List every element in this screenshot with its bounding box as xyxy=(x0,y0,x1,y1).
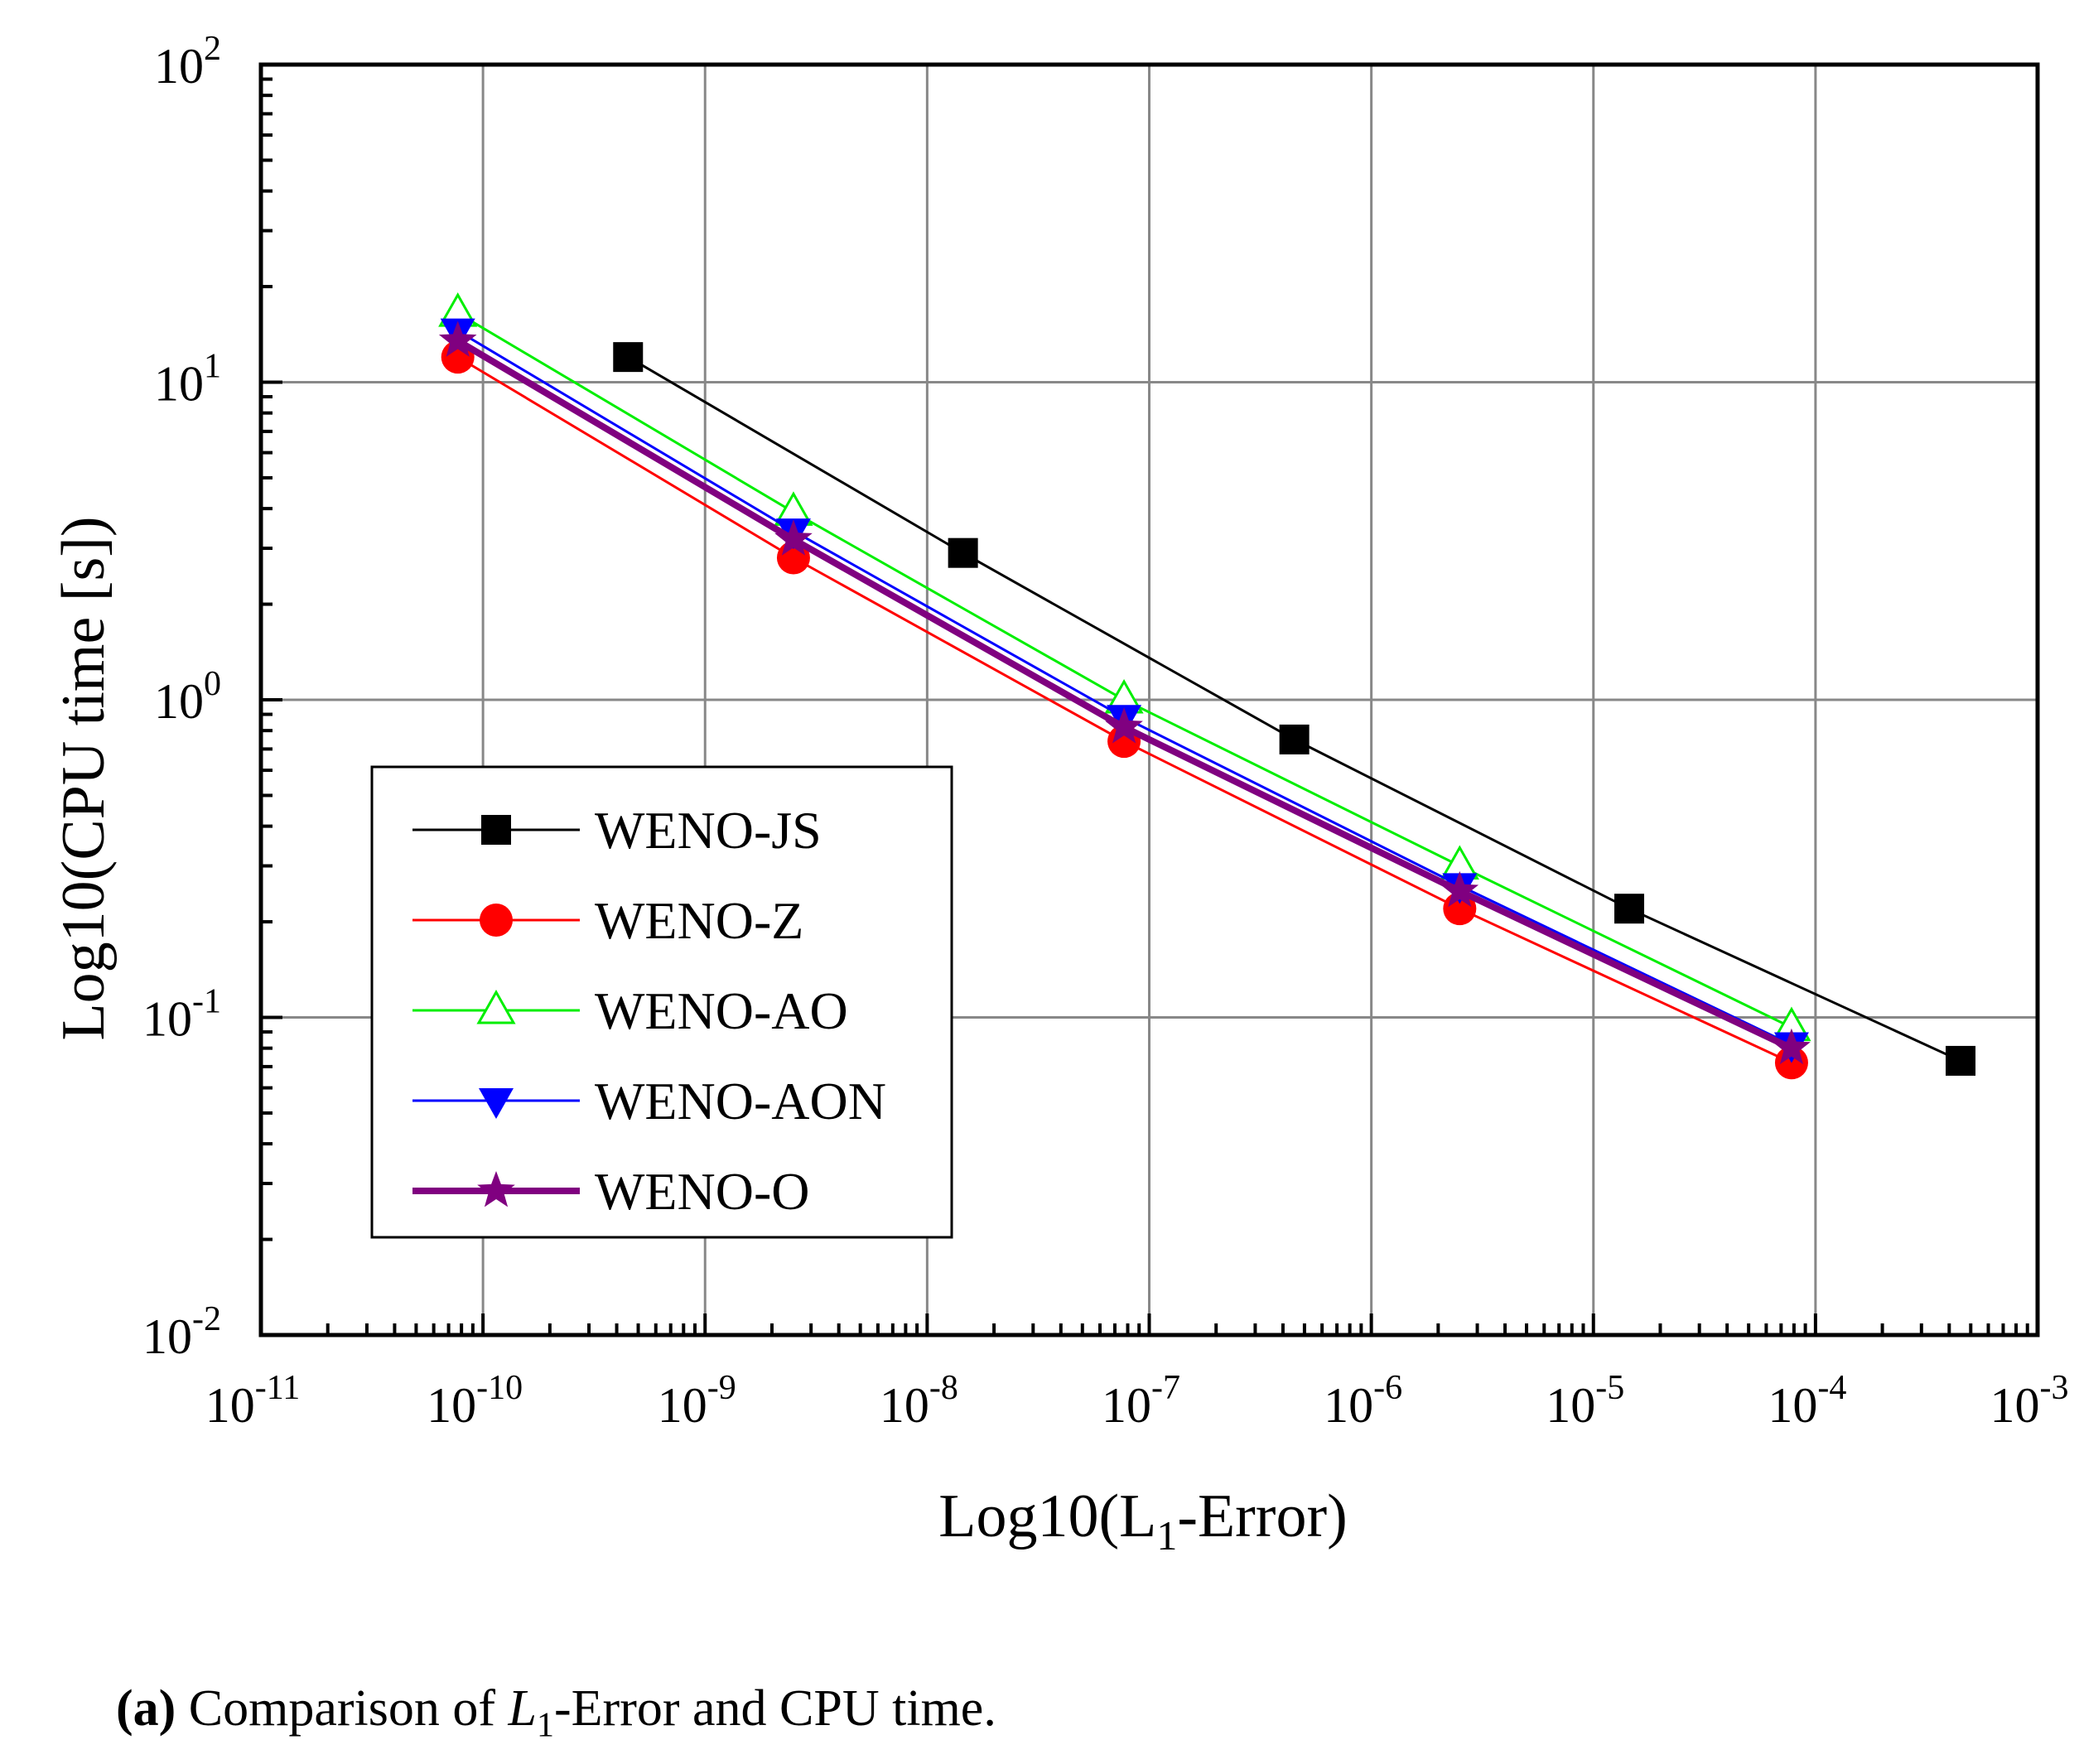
y-tick-label: 10-1 xyxy=(142,983,221,1047)
data-point xyxy=(1279,724,1310,754)
legend-marker xyxy=(481,815,511,845)
x-tick-label: 10-4 xyxy=(1768,1369,1846,1433)
legend-label: WENO-O xyxy=(595,1162,809,1221)
data-point xyxy=(613,342,644,373)
legend-label: WENO-AON xyxy=(595,1072,886,1130)
x-axis-label: Log10(L1-Error) xyxy=(938,1482,1347,1559)
y-tick-label: 100 xyxy=(154,665,221,729)
x-tick-label: 10-11 xyxy=(205,1369,300,1433)
legend-marker xyxy=(479,1088,514,1119)
data-point xyxy=(1773,1028,1811,1065)
legend: WENO-JS WENO-Z WENO-AO WENO-AON WENO-O xyxy=(370,765,953,1239)
legend-label: WENO-Z xyxy=(595,891,803,950)
y-tick-label: 10-2 xyxy=(142,1300,221,1364)
x-axis-label-subscript: 1 xyxy=(1156,1512,1177,1559)
legend-marker xyxy=(480,904,513,937)
legend-item-weno-js: WENO-JS xyxy=(412,801,822,860)
legend-item-weno-o: WENO-O xyxy=(412,1162,809,1221)
caption-label: (a) xyxy=(116,1680,176,1737)
y-tick-label: 101 xyxy=(154,348,221,412)
data-point xyxy=(774,519,813,556)
caption-text-before: Comparison of xyxy=(188,1680,496,1737)
y-axis-label: Log10(CPU time [s]) xyxy=(50,516,118,1040)
x-tick-label: 10-3 xyxy=(1990,1369,2069,1433)
tick-labels: 10-11 10-10 10-9 10-8 10-7 10-6 10-5 10-4 10-3 10… xyxy=(142,30,2069,1433)
legend-item-weno-aon: WENO-AON xyxy=(412,1072,886,1130)
legend-label: WENO-AO xyxy=(595,981,848,1040)
x-axis-label-prefix: Log10(L xyxy=(938,1482,1156,1550)
caption-text-after: -Error and CPU time. xyxy=(554,1680,996,1737)
plot-frame xyxy=(258,62,2040,1337)
x-tick-label: 10-10 xyxy=(427,1369,523,1433)
series-weno-o xyxy=(438,321,1811,1065)
data-point xyxy=(948,537,978,568)
data-point xyxy=(1946,1045,1976,1076)
legend-item-weno-z: WENO-Z xyxy=(412,891,803,950)
data-point xyxy=(1440,870,1479,908)
legend-item-weno-ao: WENO-AO xyxy=(412,981,848,1040)
x-tick-label: 10-6 xyxy=(1324,1369,1402,1433)
legend-marker xyxy=(477,1171,515,1207)
y-tick-label: 102 xyxy=(154,30,221,94)
legend-box xyxy=(370,765,953,1239)
legend-marker xyxy=(476,989,516,1024)
x-tick-label: 10-7 xyxy=(1102,1369,1180,1433)
x-tick-label: 10-8 xyxy=(880,1369,958,1433)
series-weno-ao xyxy=(438,292,1811,1042)
series-weno-js xyxy=(613,342,1976,1076)
caption-symbol: L xyxy=(508,1680,538,1737)
data-series xyxy=(438,292,1976,1080)
x-tick-label: 10-5 xyxy=(1546,1369,1624,1433)
caption-symbol-subscript: 1 xyxy=(537,1706,555,1745)
figure-caption: (a) Comparison of L1-Error and CPU time. xyxy=(116,1680,996,1745)
data-point xyxy=(438,321,477,357)
x-tick-label: 10-9 xyxy=(658,1369,736,1433)
x-axis-label-suffix: -Error) xyxy=(1177,1482,1347,1550)
legend-label: WENO-JS xyxy=(595,801,822,860)
data-point xyxy=(1614,894,1645,924)
data-point xyxy=(1105,707,1143,744)
